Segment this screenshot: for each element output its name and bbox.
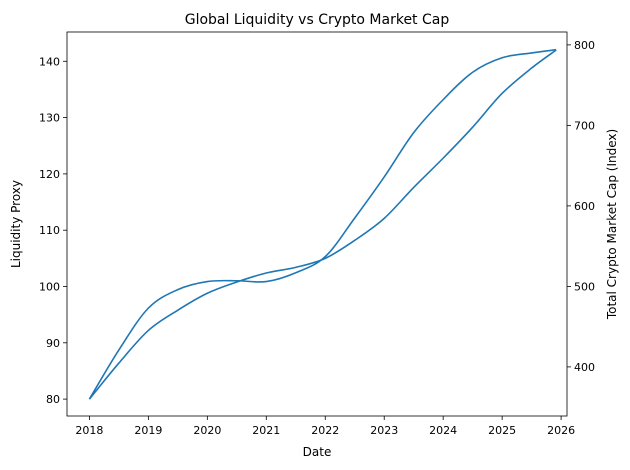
- y-axis-right-label: Total Crypto Market Cap (Index): [605, 129, 619, 320]
- y-right-tick-label: 800: [574, 39, 595, 52]
- y-left-tick-label: 120: [39, 168, 60, 181]
- x-tick-label: 2020: [193, 424, 221, 437]
- y-right-tick-label: 500: [574, 280, 595, 293]
- x-axis-label: Date: [303, 445, 332, 459]
- x-tick-label: 2018: [75, 424, 103, 437]
- y-left-tick-label: 130: [39, 112, 60, 125]
- y-axis-right: 400 500 600 700 800: [567, 39, 595, 374]
- x-tick-label: 2026: [547, 424, 575, 437]
- chart-title: Global Liquidity vs Crypto Market Cap: [185, 12, 450, 28]
- y-left-tick-label: 100: [39, 280, 60, 293]
- y-left-tick-label: 90: [46, 337, 60, 350]
- y-left-tick-label: 110: [39, 224, 60, 237]
- x-tick-label: 2024: [429, 424, 457, 437]
- y-left-tick-label: 80: [46, 393, 60, 406]
- x-tick-label: 2019: [134, 424, 162, 437]
- y-right-tick-label: 400: [574, 361, 595, 374]
- x-tick-label: 2025: [488, 424, 516, 437]
- x-tick-label: 2021: [252, 424, 280, 437]
- y-axis-left: 80 90 100 110 120 130 140: [39, 55, 67, 406]
- x-tick-label: 2022: [311, 424, 339, 437]
- y-right-tick-label: 600: [574, 200, 595, 213]
- y-axis-left-label: Liquidity Proxy: [9, 180, 23, 268]
- plot-frame: [66, 31, 568, 417]
- series-line-right: [88, 48, 557, 400]
- y-right-tick-label: 700: [574, 119, 595, 132]
- series-line-left: [88, 49, 557, 400]
- plot-lines: [88, 48, 557, 400]
- x-tick-label: 2023: [370, 424, 398, 437]
- x-axis: 2018 2019 2020 2021 2022 2023 2024 2025 2026: [75, 416, 575, 437]
- y-left-tick-label: 140: [39, 55, 60, 68]
